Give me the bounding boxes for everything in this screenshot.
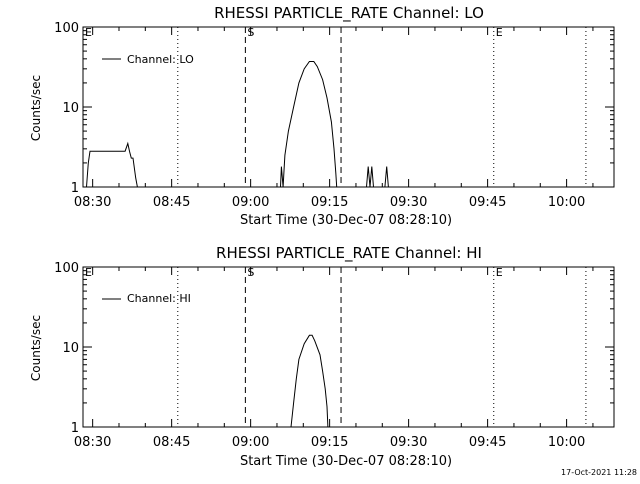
x-tick-label: 09:00 xyxy=(232,195,269,210)
series-line-segment xyxy=(366,166,374,188)
y-tick-label: 1 xyxy=(71,181,79,196)
x-tick-label: 10:00 xyxy=(548,195,585,210)
chart-title: RHESSI PARTICLE_RATE Channel: LO xyxy=(214,4,484,23)
x-tick-label: 09:45 xyxy=(469,195,506,210)
hi-channel-panel: RHESSI PARTICLE_RATE Channel: HI Counts/… xyxy=(29,244,615,469)
x-tick-label: 09:00 xyxy=(232,435,269,450)
y-tick-label: 100 xyxy=(54,21,79,36)
x-axis-label: Start Time (30-Dec-07 08:28:10) xyxy=(240,454,452,469)
x-tick-label: 08:30 xyxy=(74,435,111,450)
series-lines xyxy=(86,61,389,188)
x-tick-label: 10:00 xyxy=(548,435,585,450)
legend-label: Channel: HI xyxy=(127,292,191,305)
series-line-segment xyxy=(86,141,138,188)
y-tick-label: 10 xyxy=(62,101,79,116)
marker-label: S xyxy=(247,266,254,279)
x-tick-label: 08:45 xyxy=(153,435,190,450)
y-tick-label: 10 xyxy=(62,341,79,356)
series-line-segment xyxy=(280,61,338,188)
lo-channel-panel: RHESSI PARTICLE_RATE Channel: LO Counts/… xyxy=(29,4,615,228)
series-line-segment xyxy=(384,166,389,188)
series-line-segment xyxy=(290,334,329,428)
x-tick-label: 09:15 xyxy=(311,435,348,450)
y-axis-label: Counts/sec xyxy=(29,75,43,141)
x-tick-label: 09:30 xyxy=(390,195,427,210)
series-lines xyxy=(290,334,329,428)
marker-label: E xyxy=(85,26,92,39)
x-tick-label: 08:45 xyxy=(153,195,190,210)
x-tick-label: 09:15 xyxy=(311,195,348,210)
marker-label: E xyxy=(85,266,92,279)
x-axis-label: Start Time (30-Dec-07 08:28:10) xyxy=(240,213,452,228)
marker-label: E xyxy=(496,266,503,279)
x-tick-label: 09:30 xyxy=(390,435,427,450)
marker-label: S xyxy=(247,26,254,39)
x-tick-label: 08:30 xyxy=(74,195,111,210)
y-axis-label: Counts/sec xyxy=(29,315,43,381)
legend-label: Channel: LO xyxy=(127,53,194,66)
chart-title: RHESSI PARTICLE_RATE Channel: HI xyxy=(216,244,482,263)
marker-label: E xyxy=(496,26,503,39)
axes: 08:30 08:45 09:00 09:15 09:30 09:45 10:00 1 10 10… xyxy=(54,261,615,450)
x-tick-label: 09:45 xyxy=(469,435,506,450)
y-tick-label: 1 xyxy=(71,421,79,436)
footer-timestamp: 17-Oct-2021 11:28 xyxy=(561,468,637,477)
y-tick-label: 100 xyxy=(54,261,79,276)
